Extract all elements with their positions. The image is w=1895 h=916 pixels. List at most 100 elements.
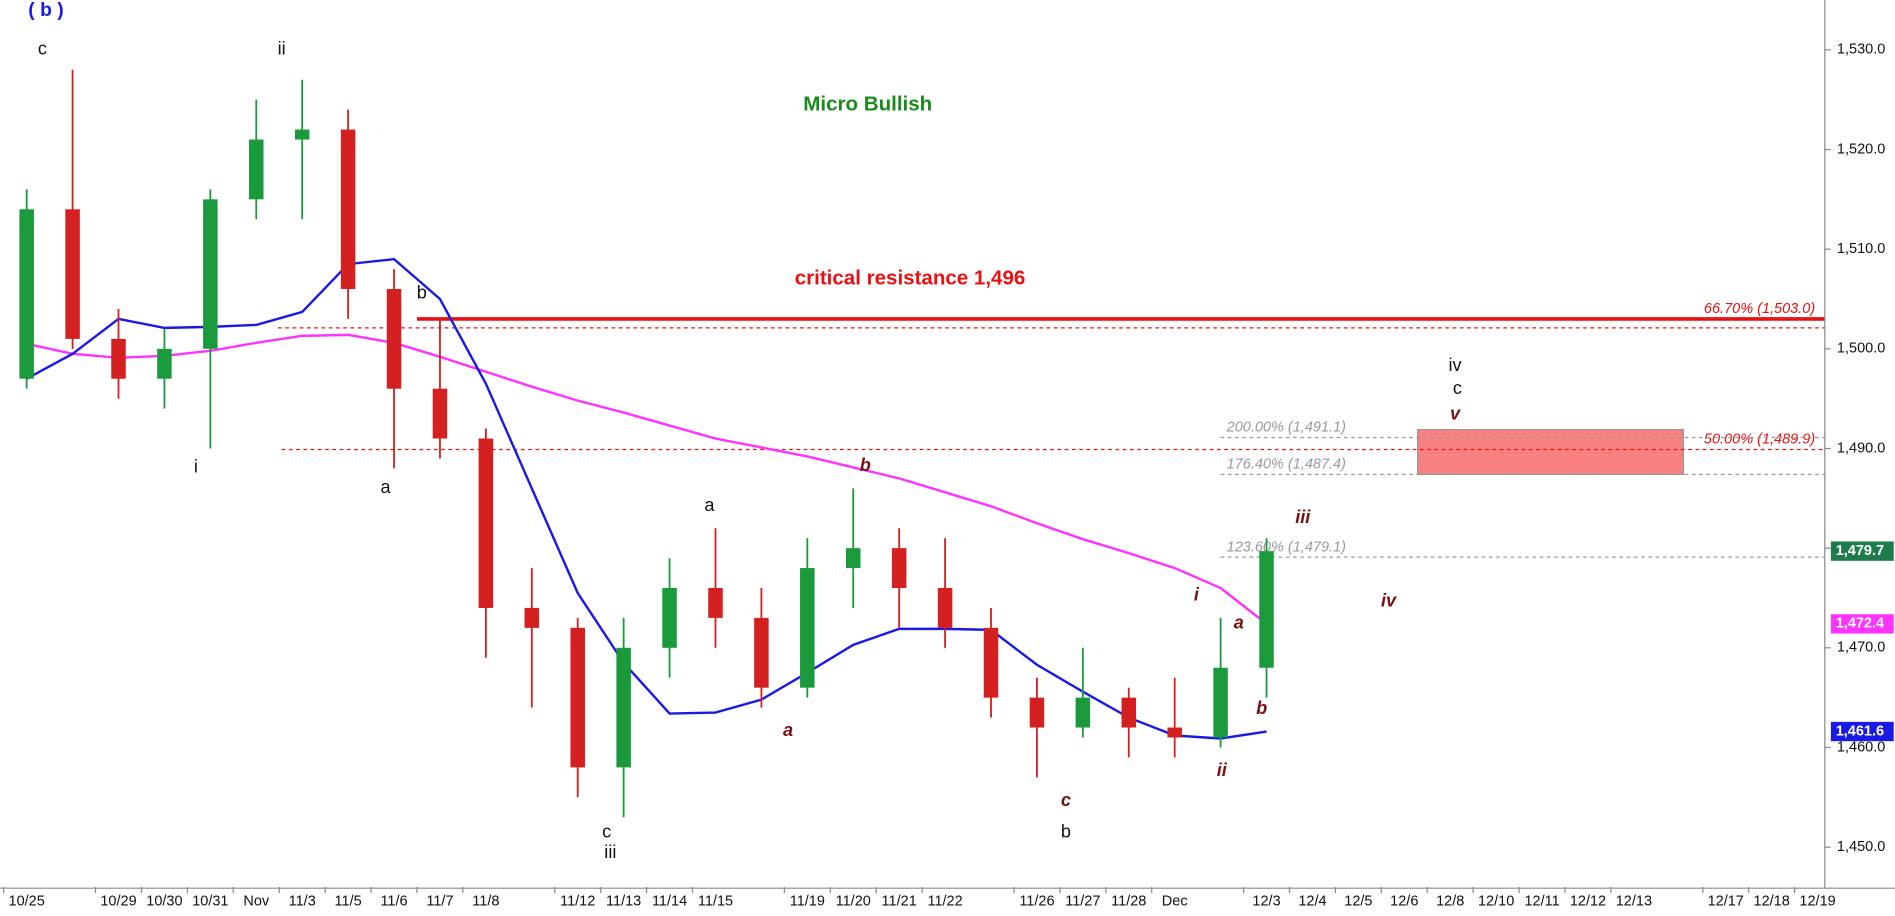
x-tick-label: 11/21 (882, 893, 917, 909)
candle-body (570, 627, 585, 768)
x-tick-label: 11/28 (1111, 893, 1146, 909)
minor-wave-label: i (1194, 585, 1200, 605)
candle-body (983, 627, 999, 698)
x-tick-label: 12/19 (1799, 893, 1835, 909)
level-label: 66.70% (1,503.0) (1704, 301, 1815, 317)
candle-body (1121, 697, 1137, 728)
candle-body (1213, 667, 1228, 738)
note: critical resistance 1,496 (795, 267, 1026, 290)
level-label: 200.00% (1,491.1) (1226, 420, 1346, 436)
x-tick-label: 10/31 (192, 893, 228, 909)
x-tick-label: 11/27 (1065, 893, 1100, 909)
candle-body (845, 548, 861, 569)
candle-body (65, 209, 80, 339)
degree-label: ( b ) (28, 0, 63, 21)
minor-wave-label: a (1234, 612, 1244, 632)
x-tick-label: 11/26 (1019, 893, 1054, 909)
price-tag (1830, 721, 1894, 742)
x-tick-label: 10/29 (100, 893, 136, 909)
y-tick-label: 1,470.0 (1837, 640, 1885, 656)
candle-body (800, 568, 815, 688)
wave-label: c (38, 38, 47, 58)
candle-body (524, 607, 540, 628)
candle-body (1029, 697, 1045, 728)
x-tick-label: 12/10 (1478, 893, 1514, 909)
x-tick-label: 11/7 (426, 893, 453, 909)
wave-label: b (1061, 821, 1071, 841)
y-tick-label: 1,510.0 (1837, 241, 1885, 257)
minor-wave-label: c (1061, 790, 1071, 810)
candle-body (1167, 727, 1182, 738)
y-tick-label: 1,500.0 (1837, 341, 1885, 357)
price-tag (1830, 614, 1894, 634)
target-zone (1416, 428, 1685, 475)
candle-body (249, 139, 264, 200)
x-tick-label: Nov (243, 893, 270, 909)
x-tick-label: 11/3 (289, 893, 316, 909)
candle-body (616, 647, 631, 768)
wave-label: a (704, 495, 715, 515)
x-tick-label: 11/14 (652, 893, 687, 909)
candle-body (340, 129, 356, 290)
x-tick-label: 12/8 (1436, 893, 1464, 909)
candle-body (1075, 697, 1091, 728)
x-tick-label: 12/4 (1298, 893, 1326, 909)
candle-body (937, 588, 953, 628)
x-tick-label: 11/6 (380, 893, 407, 909)
x-tick-label: 12/12 (1570, 893, 1606, 909)
candle-body (157, 348, 172, 379)
wave-label: i (194, 456, 198, 476)
x-tick-label: 10/30 (146, 893, 182, 909)
price-tag-label: 1,472.4 (1836, 616, 1884, 632)
y-tick-label: 1,530.0 (1837, 42, 1885, 58)
x-tick-label: 11/12 (560, 893, 595, 909)
x-tick-label: 12/5 (1344, 893, 1372, 909)
candle-body (891, 548, 907, 589)
x-tick-label: 12/13 (1616, 893, 1652, 909)
wave-label: c (602, 821, 611, 841)
minor-wave-label: v (1450, 403, 1461, 423)
plot-area: 66.70% (1,503.0) 50.00% (1,489.9) 200.00% … (19, 69, 1825, 818)
wave-label: a (381, 477, 392, 497)
level-label: 176.40% (1,487.4) (1227, 457, 1346, 473)
x-tick-label: 12/11 (1524, 893, 1559, 909)
x-tick-label: 10/25 (9, 893, 45, 909)
minor-wave-label: iii (1295, 507, 1311, 527)
price-tag (1830, 541, 1894, 561)
y-tick-label: 1,520.0 (1837, 141, 1885, 157)
y-tick-label: 1,490.0 (1837, 440, 1885, 456)
x-tick-label: 11/19 (790, 893, 825, 909)
price-tag-label: 1,479.7 (1836, 543, 1884, 559)
candle-body (294, 129, 310, 140)
candle-body (203, 199, 218, 349)
x-tick-label: 12/3 (1252, 893, 1280, 909)
x-tick-label: 11/15 (698, 893, 733, 909)
candle-body (662, 588, 677, 648)
candle-body (19, 209, 34, 379)
candle-body (432, 388, 448, 439)
x-tick-label: Dec (1162, 893, 1188, 909)
x-tick-label: 11/20 (836, 893, 871, 909)
candle-body (386, 289, 402, 389)
level-label: 50.00% (1,489.9) (1704, 432, 1815, 448)
wave-label: c (1453, 378, 1462, 398)
minor-wave-label: ii (1217, 760, 1228, 780)
x-tick-label: 12/6 (1390, 893, 1418, 909)
moving-average (26, 333, 1268, 625)
price-tag-label: 1,461.6 (1836, 723, 1884, 739)
wave-label: iii (604, 842, 616, 862)
x-tick-label: 11/5 (335, 893, 362, 909)
x-tick-label: 12/18 (1754, 893, 1790, 909)
candle-body (1259, 551, 1274, 668)
y-tick-label: 1,450.0 (1837, 839, 1885, 855)
note: Micro Bullish (803, 93, 932, 116)
x-tick-label: 12/17 (1708, 893, 1744, 909)
wave-label: b (417, 282, 427, 302)
x-tick-label: 11/22 (927, 893, 962, 909)
minor-wave-label: b (1256, 698, 1267, 718)
moving-average (26, 257, 1267, 740)
x-tick-label: 11/13 (606, 893, 641, 909)
candle-body (708, 588, 723, 618)
